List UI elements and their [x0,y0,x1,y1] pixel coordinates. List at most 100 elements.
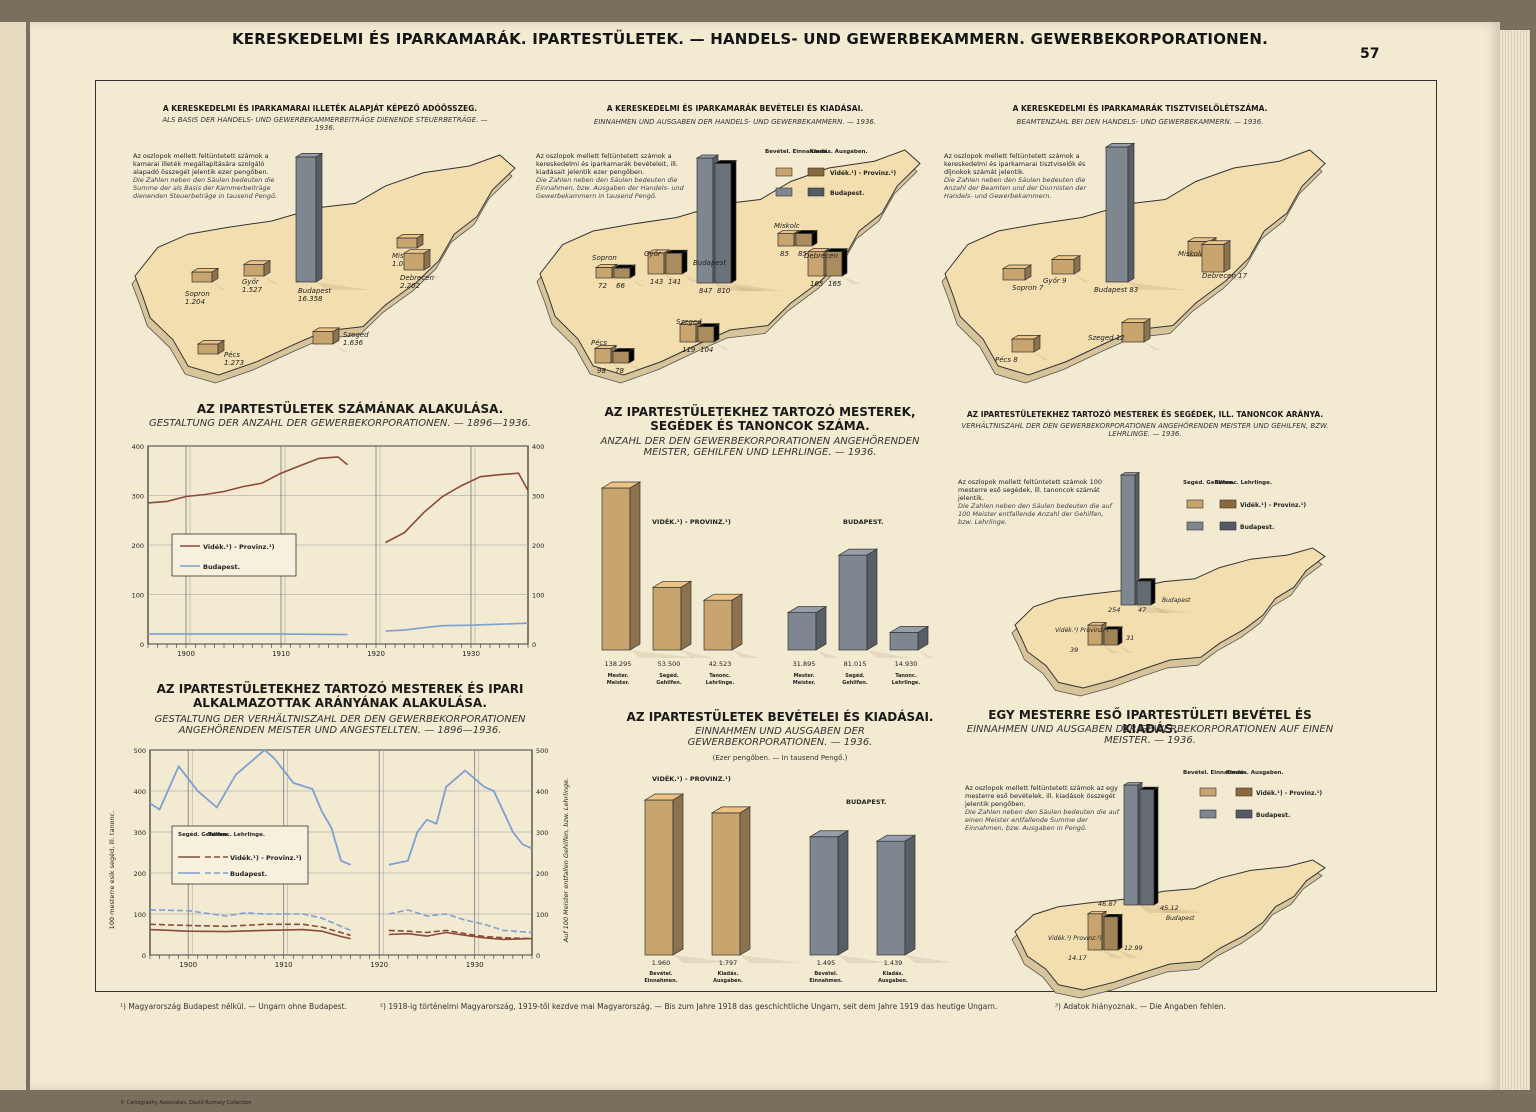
c2-bar-5-1-shadow [714,342,730,350]
c2-city-6: Pécs [591,339,607,347]
c2-bar-6-1-front [612,351,630,364]
c4-xtick-0: 1900 [177,650,195,658]
c5-caption-hu-0-2: Tanonc. [709,673,731,679]
c7-ytick-left-2: 200 [134,870,146,878]
c8-value-0-0: 1.960 [652,959,671,967]
c2-city-5: Szeged [676,318,702,326]
c8-bar-1-1-front [876,840,906,956]
c2-bar-2-1 [713,159,783,291]
c5-bar-1-2-side [917,625,929,651]
c3-bar-1-side [1073,255,1081,275]
c3-bar-4-shadow [1224,272,1244,280]
c6-subtitle: VERHÄLTNISZAHL DER DEN GEWERBEKORPORATIO… [961,422,1329,438]
c3-label-5: Szeged 12 [1088,334,1125,342]
c4-title: AZ IPARTESTÜLETEK SZÁMÁNAK ALAKULÁSA. [196,402,504,416]
c1-bar-5-side [332,327,340,345]
c2-value-3-0: 85 [780,250,789,258]
c5-bar-1-0-side [815,606,827,651]
c6-legend-budapest: Budapest. [1240,524,1274,531]
c5-value-1-1: 81.015 [844,660,867,668]
c5-caption-hu-0-1: Segéd. [659,672,679,679]
c5-group-provinz: VIDÉK.¹) - PROVINZ.¹) [652,517,731,526]
c2-bar-4-1-shadow [842,276,861,284]
c4-ytick-left-1: 100 [132,592,144,600]
c6-legend-provinz: Vidék.¹) - Provinz.¹) [1240,502,1306,509]
c9-legend-swatch-p1 [1199,787,1217,797]
c5-bar-1-2-shadow [918,650,935,658]
c6-value-p-seg: 39 [1070,646,1078,654]
c1-city-6: Pécs [224,351,240,359]
c5-bar-0-1-front [652,586,682,651]
c2-value-6-1: 78 [615,367,624,375]
c1-value-3: 1.082 [392,260,413,268]
page-number: 57 [1360,46,1380,62]
c7-xtick-3: 1930 [466,961,484,969]
c8-bar-0-1-side [739,806,751,956]
c7-series-0-seg-1 [388,769,533,866]
c5-caption-hu-1-2: Tanonc. [895,673,917,679]
c2-value-0-0: 72 [598,282,607,290]
c2-bar-1-0-shadow [664,274,682,282]
c2-bar-5-1-side [713,323,720,343]
c6-bar-1-1-shadow [1151,605,1170,613]
c3-bar-1-shadow [1074,274,1090,282]
c6-value-bp-seg: 254 [1108,606,1120,614]
c6-bar-1-1-front [1136,580,1152,606]
c2-value-1-1: 141 [668,278,681,286]
c9-value-p-bev: 14.17 [1068,954,1087,962]
c1-bar-3-side [416,233,424,249]
c2-bar-2-0-shadow [713,283,767,291]
c9-legend-kiadas: Kiadás. Ausgaben. [1226,769,1284,776]
left-page-edge [0,22,26,1090]
c3-bar-6 [1010,334,1049,360]
c8-unit: (Ezer pengőben. — In tausend Pengő.) [712,754,848,762]
c7-subtitle: GESTALTUNG DER VERHÄLTNISZAHL DER DEN GE… [154,714,526,736]
c5-caption-de-1-1: Gehilfen. [842,680,868,686]
c9-legend-swatch-b1 [1199,809,1217,819]
c5-bar-0-2-front [703,599,733,651]
c5-group-budapest: BUDAPEST. [843,518,883,526]
c6-value-bp-tan: 47 [1138,606,1147,614]
c6-bar-1-0-front [1120,474,1136,606]
c6-bar-1-0-shadow [1135,605,1191,613]
c8-caption-hu-1-0: Bevétel. [814,970,837,977]
c7-ytick-left-4: 400 [134,788,146,796]
c6-legend-segod: Segéd. Gehilfen. [1183,479,1234,486]
page-title: KERESKEDELMI ÉS IPARKAMARÁK. IPARTESTÜLE… [231,30,1268,48]
c2-bar-2-1-side [730,159,737,284]
c2-bar-5-1 [696,323,730,350]
c2-bar-6-1 [611,347,644,371]
c4-xtick-2: 1920 [367,650,385,658]
c4-ytick-right-2: 200 [532,542,544,550]
c1-value-4: 2.202 [400,282,421,290]
footnote-2: ²) 1918-ig történelmi Magyarország, 1919… [380,1002,998,1011]
c4-legend-box [171,533,297,577]
c9-bar-0-1-front [1103,916,1119,951]
c2-bar-6-1-side [628,347,635,364]
c2-bar-3-0-shadow [794,246,809,254]
c8-caption-de-0-0: Einnahmen. [644,978,677,984]
c7-xtick-1: 1910 [275,961,293,969]
page-edges [1500,30,1530,1090]
c9-bar-0-0-shadow [1102,950,1125,958]
c3-bar-5-shadow [1144,342,1161,350]
c3-bar-4-side [1223,240,1231,273]
c4-ytick-left-4: 400 [132,443,144,451]
c1-bar-6 [196,339,232,362]
c7-legend-segod: Segéd. Gehilfen. [178,831,229,838]
c4-series-0-seg-1 [385,472,529,544]
c1-subtitle: ALS BASIS DER HANDELS- UND GEWERBEKAMMER… [162,116,488,132]
c9-bar-1-1-side [1153,786,1159,906]
c5-bar-0-0-shadow [630,650,697,658]
c1-value-0: 1.204 [185,298,205,306]
c7-title: AZ IPARTESTÜLETEKHEZ TARTOZÓ MESTEREK ÉS… [156,682,524,710]
c9-legend-swatch-p2 [1235,787,1253,797]
c4-legend-provinz: Vidék.¹) - Provinz.¹) [203,543,275,551]
c6-city-budapest: Budapest [1162,597,1191,604]
c2-legend-bevetel: Bevétel. Einnahmen. [765,148,829,155]
c8-title: AZ IPARTESTÜLETEK BEVÉTELEI ÉS KIADÁSAI. [626,710,934,724]
c1-bar-5 [311,327,348,352]
c5-bar-1-2 [888,625,935,658]
c1-value-6: 1.273 [224,359,244,367]
